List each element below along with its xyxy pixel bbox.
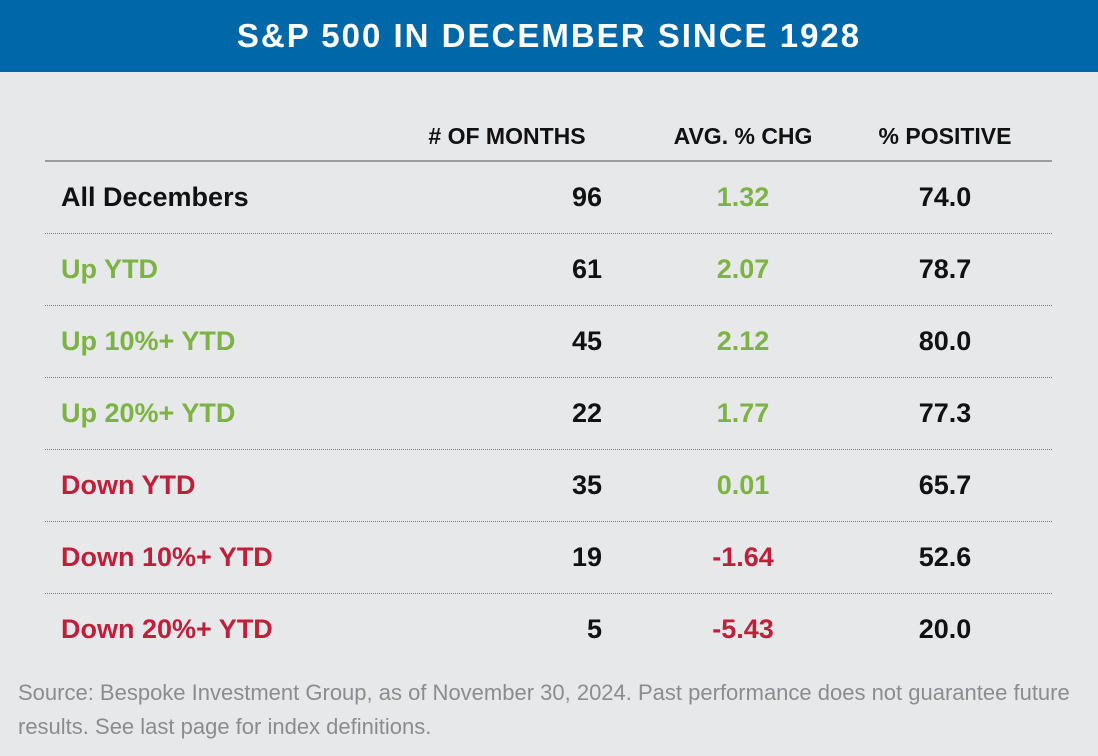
table-row: All Decembers 96 1.32 74.0 xyxy=(45,162,1052,234)
positive-value: 78.7 xyxy=(918,254,972,284)
months-value: 35 xyxy=(571,470,602,500)
source-footnote: Source: Bespoke Investment Group, as of … xyxy=(18,680,1070,739)
table-row: Up YTD 61 2.07 78.7 xyxy=(45,234,1052,306)
months-value: 5 xyxy=(586,614,602,644)
months-value: 61 xyxy=(571,254,602,284)
table-row: Down 20%+ YTD 5 -5.43 20.0 xyxy=(45,594,1052,665)
avg-change-value: 1.32 xyxy=(716,182,770,212)
table-row: Up 20%+ YTD 22 1.77 77.3 xyxy=(45,378,1052,450)
positive-value: 80.0 xyxy=(918,326,972,356)
row-label: Up 20%+ YTD xyxy=(61,398,236,428)
months-value: 45 xyxy=(571,326,602,356)
positive-value: 77.3 xyxy=(918,398,972,428)
row-label: Down YTD xyxy=(61,470,196,500)
avg-change-value: -1.64 xyxy=(712,542,774,572)
table-row: Up 10%+ YTD 45 2.12 80.0 xyxy=(45,306,1052,378)
column-header-months: # OF MONTHS xyxy=(428,123,586,149)
months-value: 22 xyxy=(571,398,602,428)
positive-value: 52.6 xyxy=(918,542,972,572)
table-header-row: # OF MONTHS AVG. % CHG % POSITIVE xyxy=(45,114,1052,162)
table-title: S&P 500 IN DECEMBER SINCE 1928 xyxy=(236,17,862,54)
row-label: Down 20%+ YTD xyxy=(61,614,273,644)
months-value: 96 xyxy=(571,182,602,212)
months-value: 19 xyxy=(571,542,602,572)
avg-change-value: 1.77 xyxy=(716,398,770,428)
row-label: Up YTD xyxy=(61,254,159,284)
table-body: All Decembers 96 1.32 74.0 Up YTD 61 2.0… xyxy=(45,162,1052,665)
row-label: Down 10%+ YTD xyxy=(61,542,273,572)
positive-value: 20.0 xyxy=(918,614,972,644)
column-header-positive: % POSITIVE xyxy=(878,123,1012,149)
table-row: Down 10%+ YTD 19 -1.64 52.6 xyxy=(45,522,1052,594)
avg-change-value: 2.12 xyxy=(716,326,770,356)
column-header-avg-change: AVG. % CHG xyxy=(673,123,813,149)
avg-change-value: -5.43 xyxy=(712,614,774,644)
title-bar: S&P 500 IN DECEMBER SINCE 1928 xyxy=(0,0,1098,72)
positive-value: 74.0 xyxy=(918,182,972,212)
avg-change-value: 2.07 xyxy=(716,254,770,284)
row-label: All Decembers xyxy=(61,182,249,212)
avg-change-value: 0.01 xyxy=(716,470,770,500)
row-label: Up 10%+ YTD xyxy=(61,326,236,356)
table-row: Down YTD 35 0.01 65.7 xyxy=(45,450,1052,522)
positive-value: 65.7 xyxy=(918,470,972,500)
